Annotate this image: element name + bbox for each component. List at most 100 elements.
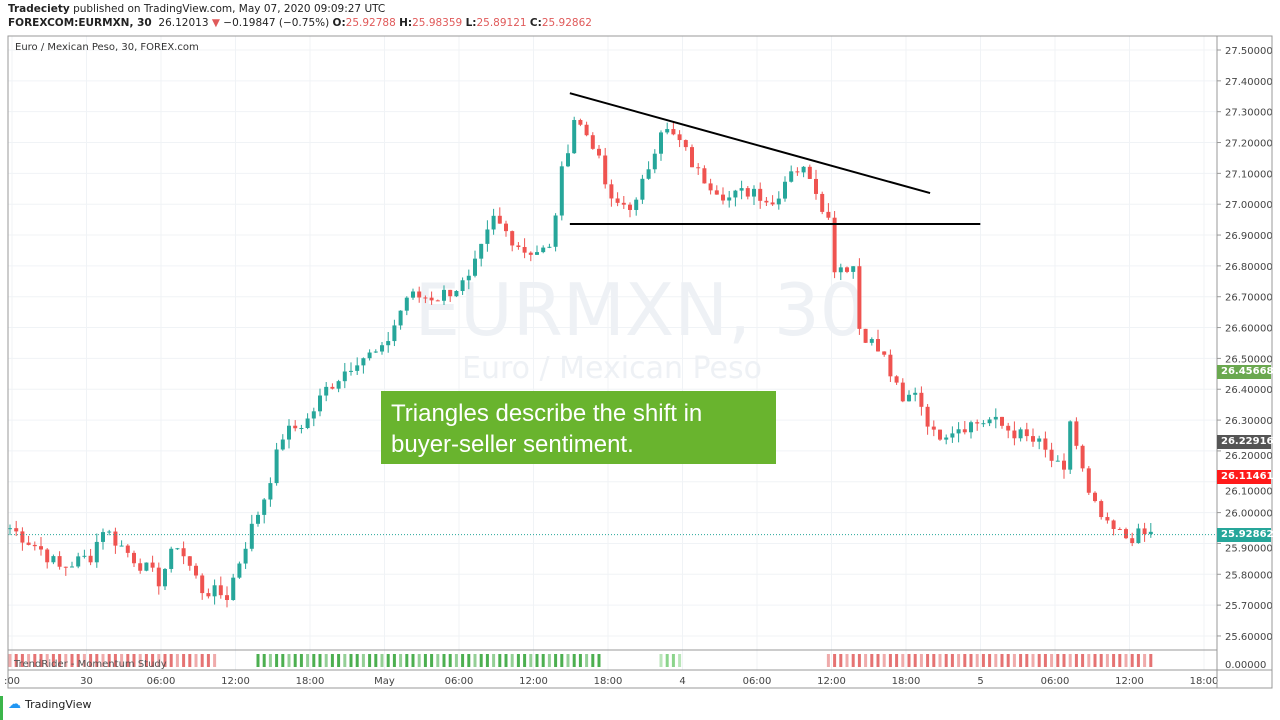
change: −0.19847 (−0.75%) [223,17,330,29]
momentum-bar [1130,654,1134,667]
candle-body [832,217,837,273]
candle-body [497,215,502,224]
candle-body [969,422,973,433]
y-tick-label: 26.90000 [1225,231,1273,242]
candle-body [1130,538,1135,544]
momentum-bar [293,654,297,667]
down-arrow-icon: ▼ [211,17,220,29]
momentum-bar [454,654,458,667]
candle-body [429,297,434,301]
y-tick-label: 25.90000 [1225,544,1273,555]
momentum-bar [913,654,917,667]
y-tick-label: 26.30000 [1225,416,1273,427]
candle-body [584,124,589,136]
momentum-bar [206,654,210,667]
candle-body [336,381,341,389]
momentum-bar [461,654,465,667]
candle-body [1074,421,1079,446]
tradingview-text: TradingView [25,698,92,711]
candle-body [876,339,880,352]
candle-body [1024,429,1029,437]
momentum-bar [541,654,545,667]
candle-body [380,345,384,352]
momentum-bar [981,654,985,667]
candle-body [621,202,626,205]
momentum-bar [312,654,316,667]
candle-body [857,266,862,329]
momentum-bar [163,654,167,667]
momentum-bar [268,654,272,667]
candle-body [14,528,19,532]
x-tick-label: 12:00 [519,676,548,687]
ohlc-bar: FOREXCOM:EURMXN, 30 26.12013 ▼ −0.19847 … [8,17,592,29]
candle-body [559,166,564,216]
candle-body [609,184,614,199]
candle-body [274,449,279,484]
candle-body [894,376,899,383]
candle-body [504,223,508,232]
momentum-bar [151,654,155,667]
candle-body [169,548,174,569]
candle-body [194,565,198,576]
candle-body [975,422,980,424]
momentum-bar [349,654,353,667]
candle-body [1117,529,1122,531]
momentum-bar [76,654,80,667]
momentum-bar [919,654,923,667]
momentum-bar [969,654,973,667]
momentum-bar [417,654,421,667]
trendline[interactable] [569,92,931,195]
momentum-bar [182,654,186,667]
momentum-bar [467,654,471,667]
momentum-bar [882,654,886,667]
candle-body [590,135,595,149]
momentum-bar [895,654,899,667]
candle-body [280,439,285,450]
tradingview-logo[interactable]: ☁ TradingView [8,697,91,712]
y-tick-label: 27.00000 [1225,200,1273,211]
momentum-bar [380,654,384,667]
candle-body [714,190,719,195]
candle-body [175,548,180,550]
momentum-bar [857,654,861,667]
momentum-bar [8,654,12,667]
momentum-bar [405,654,409,667]
candle-body [398,310,403,326]
author[interactable]: Tradeciety [8,3,70,15]
candle-body [993,416,998,420]
x-tick-label: 12:00 [817,676,846,687]
momentum-bar [33,654,37,667]
x-tick-label: 06:00 [445,676,474,687]
momentum-bar [275,654,279,667]
candle-body [150,562,155,568]
candle-body [770,202,775,205]
candle-body [913,392,918,395]
momentum-bar [1074,654,1078,667]
candle-body [76,556,81,567]
momentum-bar [436,654,440,667]
candle-body [1043,438,1048,450]
candle-body [1031,436,1035,442]
candle-body [20,531,25,543]
y-tick-label: 26.60000 [1225,324,1273,335]
momentum-bar [1081,654,1085,667]
momentum-bar [938,654,942,667]
candle-body [845,267,849,272]
momentum-bar [516,654,520,667]
momentum-bar [430,654,434,667]
candle-body [888,354,893,377]
candle-body [1093,492,1097,502]
candle-body [442,289,446,301]
candle-body [39,546,43,550]
candle-body [1062,460,1066,470]
momentum-bar [213,654,217,667]
momentum-bar [833,654,837,667]
candle-body [838,267,843,273]
momentum-bar [870,654,874,667]
candle-body [900,382,905,402]
candle-body [473,258,477,276]
close-value: 25.92862 [541,17,592,29]
momentum-bar [120,654,124,667]
momentum-bar [89,654,93,667]
